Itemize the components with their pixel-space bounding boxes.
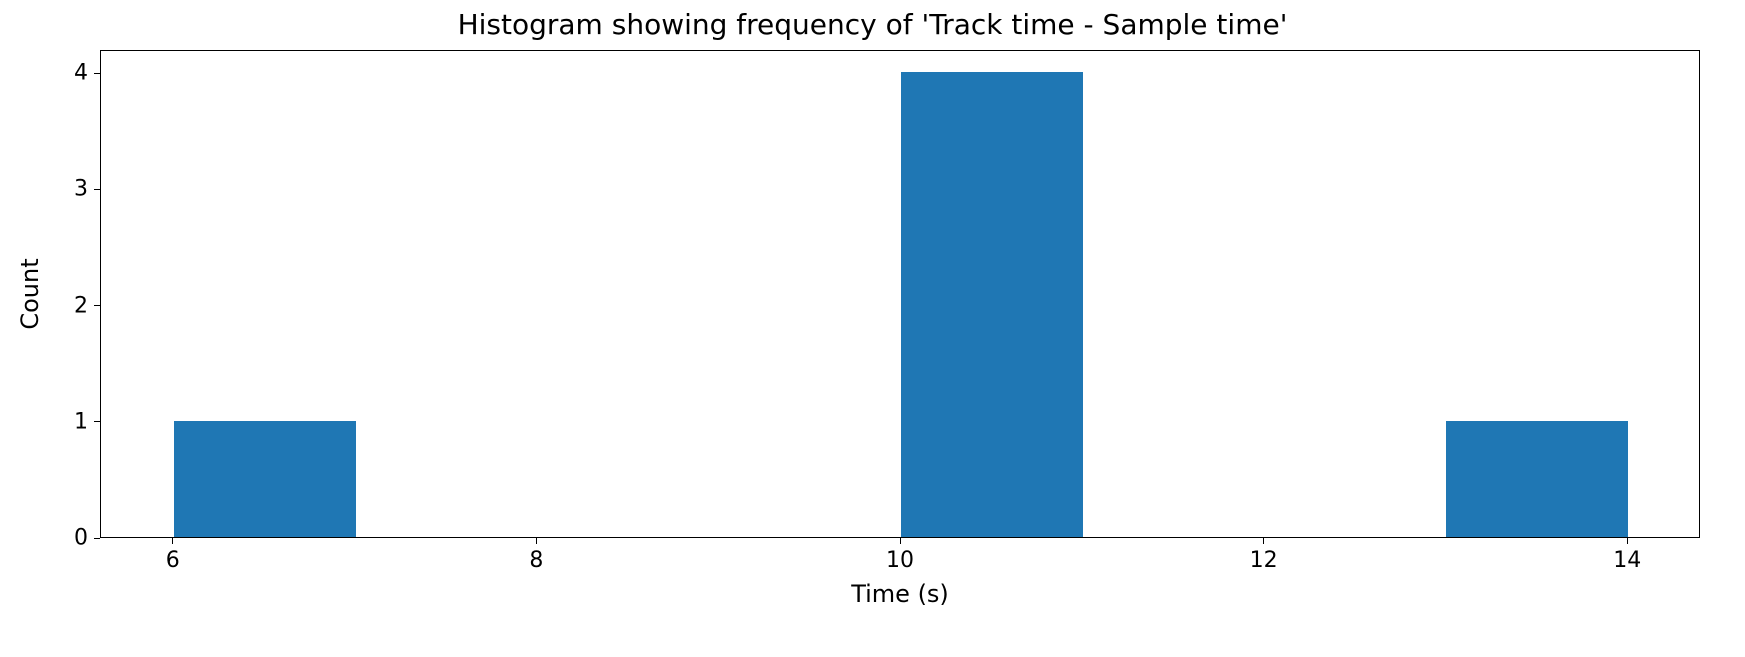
x-tick-mark	[536, 538, 537, 544]
figure: Histogram showing frequency of 'Track ti…	[0, 0, 1745, 657]
y-tick-mark	[94, 305, 100, 306]
x-tick-label: 12	[1250, 548, 1278, 573]
x-tick-mark	[900, 538, 901, 544]
chart-title: Histogram showing frequency of 'Track ti…	[0, 8, 1745, 41]
x-axis-label: Time (s)	[100, 580, 1700, 608]
y-tick-label: 4	[74, 61, 88, 86]
x-tick-label: 10	[886, 548, 914, 573]
x-tick-label: 8	[529, 548, 543, 573]
y-tick-mark	[94, 421, 100, 422]
x-tick-mark	[1627, 538, 1628, 544]
y-tick-label: 1	[74, 409, 88, 434]
y-tick-label: 3	[74, 177, 88, 202]
y-tick-mark	[94, 538, 100, 539]
x-tick-mark	[172, 538, 173, 544]
y-axis-label: Count	[16, 258, 44, 329]
y-tick-label: 0	[74, 526, 88, 551]
plot-area	[100, 50, 1700, 538]
x-tick-label: 6	[166, 548, 180, 573]
histogram-bar	[1446, 421, 1628, 537]
y-tick-label: 2	[74, 293, 88, 318]
histogram-bar	[174, 421, 356, 537]
x-tick-mark	[1263, 538, 1264, 544]
y-tick-mark	[94, 189, 100, 190]
histogram-bar	[901, 72, 1083, 537]
y-tick-mark	[94, 73, 100, 74]
x-tick-label: 14	[1613, 548, 1641, 573]
